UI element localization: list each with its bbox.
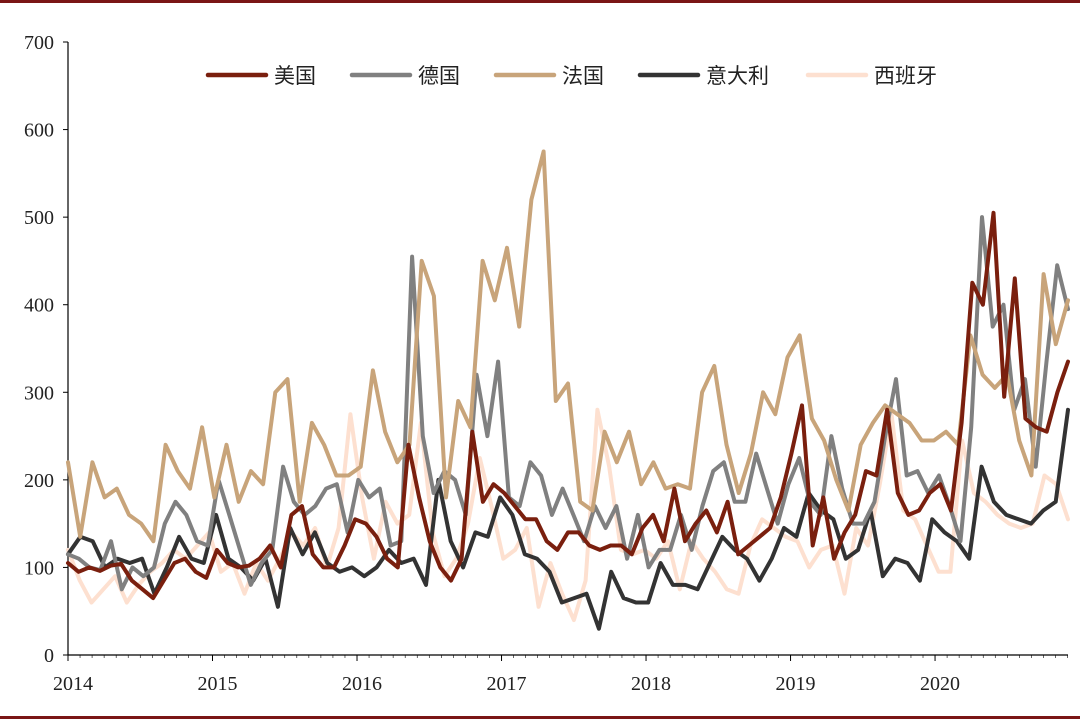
series-layer — [66, 149, 1070, 631]
y-tick-label: 300 — [24, 382, 54, 404]
bottom-border — [0, 716, 1080, 719]
y-tick-label: 200 — [24, 470, 54, 492]
x-tick-label: 2014 — [53, 673, 93, 695]
y-tick-label: 500 — [24, 207, 54, 229]
y-tick-label: 600 — [24, 120, 54, 142]
legend-label: 美国 — [274, 64, 316, 88]
series-line-1 — [66, 210, 1070, 601]
axes: 0 100 200 300 400 500 600 700 2014 2015 2016 2017 20… — [24, 32, 1068, 695]
y-tick-label: 0 — [44, 645, 54, 667]
x-tick-label: 2015 — [198, 673, 238, 695]
legend-label: 西班牙 — [874, 64, 937, 88]
y-tick-label: 100 — [24, 557, 54, 579]
legend-label: 德国 — [418, 64, 460, 88]
x-tick-label: 2020 — [920, 673, 960, 695]
legend-label: 法国 — [562, 64, 604, 88]
x-tick-label: 2016 — [342, 673, 382, 695]
series-line-2 — [66, 215, 1070, 592]
legend: 美国 德国 法国 意大利 西班牙 — [205, 64, 937, 88]
x-tick-label: 2018 — [631, 673, 671, 695]
top-border — [0, 0, 1080, 3]
y-tick-label: 400 — [24, 295, 54, 317]
series-line-3 — [66, 149, 1070, 544]
series-line-5 — [66, 407, 1070, 622]
y-tick-label: 700 — [24, 32, 54, 54]
x-tick-label: 2019 — [776, 673, 816, 695]
x-tick-label: 2017 — [487, 673, 527, 695]
series-line-4 — [66, 407, 1070, 631]
legend-label: 意大利 — [706, 64, 769, 88]
